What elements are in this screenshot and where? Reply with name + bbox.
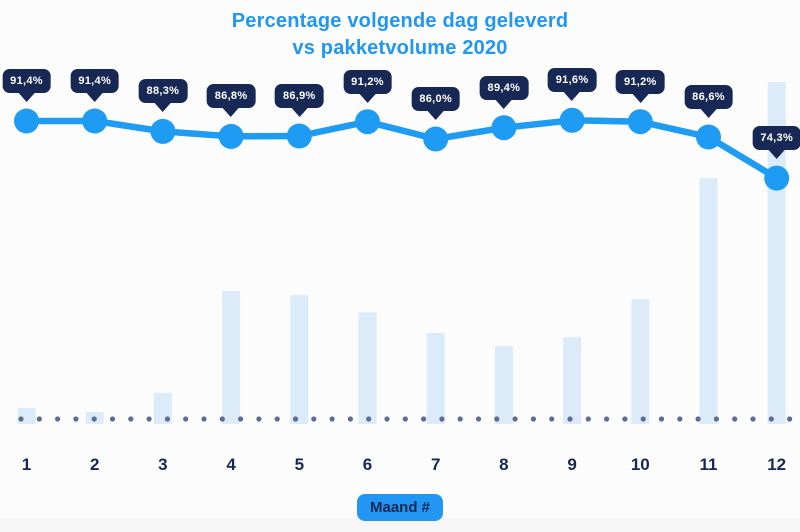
line-point: [286, 123, 312, 149]
line-point: [150, 118, 176, 144]
value-tooltip: 91,4%: [2, 69, 51, 93]
value-tooltip: 91,2%: [615, 69, 665, 94]
baseline-dot: [347, 416, 353, 422]
line-point: [423, 126, 449, 152]
baseline-dot: [164, 416, 170, 422]
baseline-dot: [585, 416, 591, 422]
x-label: 1: [21, 455, 32, 474]
baseline-dot: [640, 416, 646, 422]
value-tooltip: 89,4%: [479, 75, 529, 100]
volume-bar: [563, 337, 582, 424]
value-tooltip: 91,6%: [547, 68, 597, 93]
chart-title: Percentage volgende dag geleverd vs pakk…: [0, 8, 800, 62]
volume-bar: [699, 178, 718, 424]
baseline-dot: [421, 416, 427, 422]
baseline-dot: [128, 416, 134, 422]
line-point: [14, 108, 39, 134]
bottom-strip: [0, 518, 800, 532]
baseline-dot: [366, 416, 372, 422]
volume-bar: [494, 346, 513, 424]
baseline-dot: [530, 416, 537, 422]
baseline-dot: [18, 416, 24, 422]
baseline-dot: [219, 416, 225, 422]
baseline-dot: [512, 416, 518, 422]
baseline-dot: [604, 416, 610, 422]
x-axis-title-badge: Maand #: [356, 494, 444, 521]
x-label: 8: [499, 455, 509, 474]
x-label: 4: [226, 455, 236, 474]
volume-bar: [17, 407, 36, 424]
baseline-dot: [457, 416, 463, 422]
baseline-dot: [183, 416, 189, 422]
baseline-dot: [567, 416, 573, 422]
baseline-dot: [201, 416, 207, 422]
baseline-dot: [91, 416, 97, 422]
baseline-dot: [732, 416, 738, 422]
baseline-dot: [787, 416, 793, 422]
baseline-dot: [768, 416, 774, 422]
line-point: [559, 107, 585, 133]
x-label: 5: [294, 455, 305, 474]
line-point: [491, 115, 517, 141]
value-tooltip: 86,8%: [206, 84, 256, 109]
percentage-line: [23, 117, 780, 182]
chart-title-line2: vs pakketvolume 2020: [292, 37, 508, 59]
line-point: [627, 109, 653, 135]
x-label: 3: [158, 455, 168, 474]
baseline-dot: [292, 416, 299, 422]
baseline-dot: [439, 416, 445, 422]
baseline-dot: [329, 416, 335, 422]
value-tooltip: 86,9%: [274, 84, 324, 109]
baseline-dot: [311, 416, 317, 422]
baseline-dot: [55, 416, 61, 422]
baseline-dot: [677, 416, 683, 422]
volume-bar: [153, 392, 172, 424]
baseline-dot: [494, 416, 500, 422]
baseline-dot: [549, 416, 555, 422]
volume-bar: [290, 295, 309, 424]
value-tooltip: 74,3%: [752, 126, 800, 151]
x-label: 2: [89, 455, 100, 474]
value-tooltip: 86,6%: [684, 85, 733, 110]
x-label: 12: [767, 455, 787, 474]
baseline-dot: [402, 416, 408, 422]
baseline-dot: [238, 416, 244, 422]
value-tooltip: 88,3%: [138, 79, 188, 104]
baseline-dot: [475, 416, 482, 422]
baseline-dot: [384, 416, 390, 422]
x-label: 9: [567, 455, 577, 474]
value-tooltip: 91,2%: [343, 69, 392, 94]
baseline-dot: [73, 416, 79, 422]
baseline-dot: [658, 416, 665, 422]
baseline-dot: [750, 416, 756, 422]
baseline-dot: [256, 416, 262, 422]
x-label: 7: [430, 455, 441, 474]
chart-title-line1: Percentage volgende dag geleverd: [231, 10, 569, 32]
baseline-dot: [274, 416, 280, 422]
baseline-dot: [713, 416, 720, 422]
volume-bar: [426, 333, 445, 424]
line-point: [355, 109, 380, 135]
value-tooltip: 91,4%: [70, 69, 120, 93]
volume-bar: [222, 291, 241, 424]
baseline-dot: [146, 416, 152, 422]
baseline-dot: [695, 416, 701, 422]
value-tooltip: 86,0%: [411, 87, 461, 112]
baseline-dot: [109, 416, 116, 422]
line-point: [218, 123, 244, 149]
baseline-dot: [36, 416, 42, 422]
volume-bar: [358, 312, 377, 424]
line-point: [82, 108, 108, 134]
line-point: [764, 165, 790, 191]
x-label: 6: [362, 455, 373, 474]
line-point: [696, 124, 721, 150]
x-label: 11: [699, 455, 718, 474]
x-label: 10: [630, 455, 650, 474]
baseline-dot: [622, 416, 628, 422]
volume-bar: [631, 299, 650, 424]
